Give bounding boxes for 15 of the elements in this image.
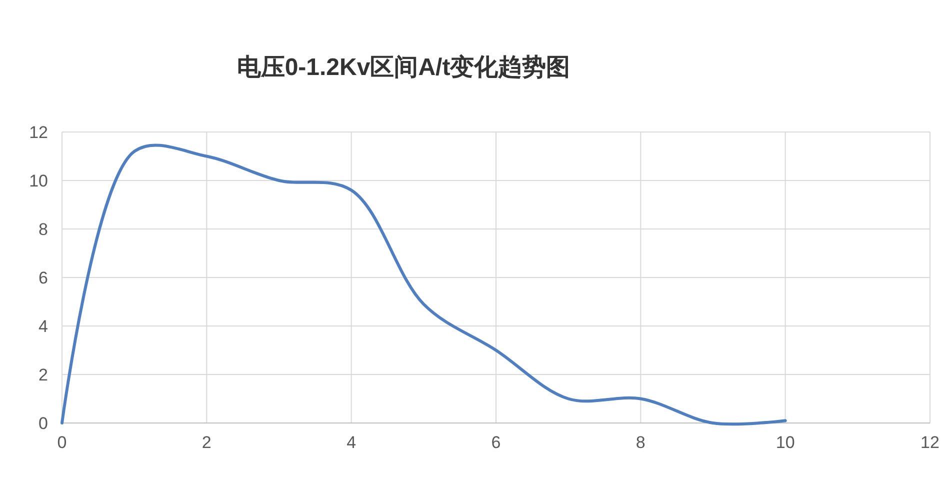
- x-tick-label: 4: [346, 433, 356, 452]
- y-tick-label: 2: [38, 365, 48, 384]
- y-tick-label: 8: [38, 220, 48, 239]
- x-tick-label: 8: [636, 433, 646, 452]
- y-tick-label: 12: [29, 122, 48, 142]
- x-tick-label: 2: [202, 433, 212, 452]
- y-tick-label: 0: [38, 414, 48, 433]
- x-tick-label: 12: [920, 433, 940, 452]
- chart-title: 电压0-1.2Kv区间A/t变化趋势图: [236, 54, 570, 81]
- x-tick-label: 0: [57, 433, 67, 452]
- y-tick-label: 4: [38, 316, 48, 336]
- y-tick-label: 6: [38, 268, 48, 288]
- x-tick-label: 6: [491, 433, 501, 452]
- x-tick-label: 10: [776, 433, 795, 452]
- y-tick-label: 10: [29, 171, 48, 190]
